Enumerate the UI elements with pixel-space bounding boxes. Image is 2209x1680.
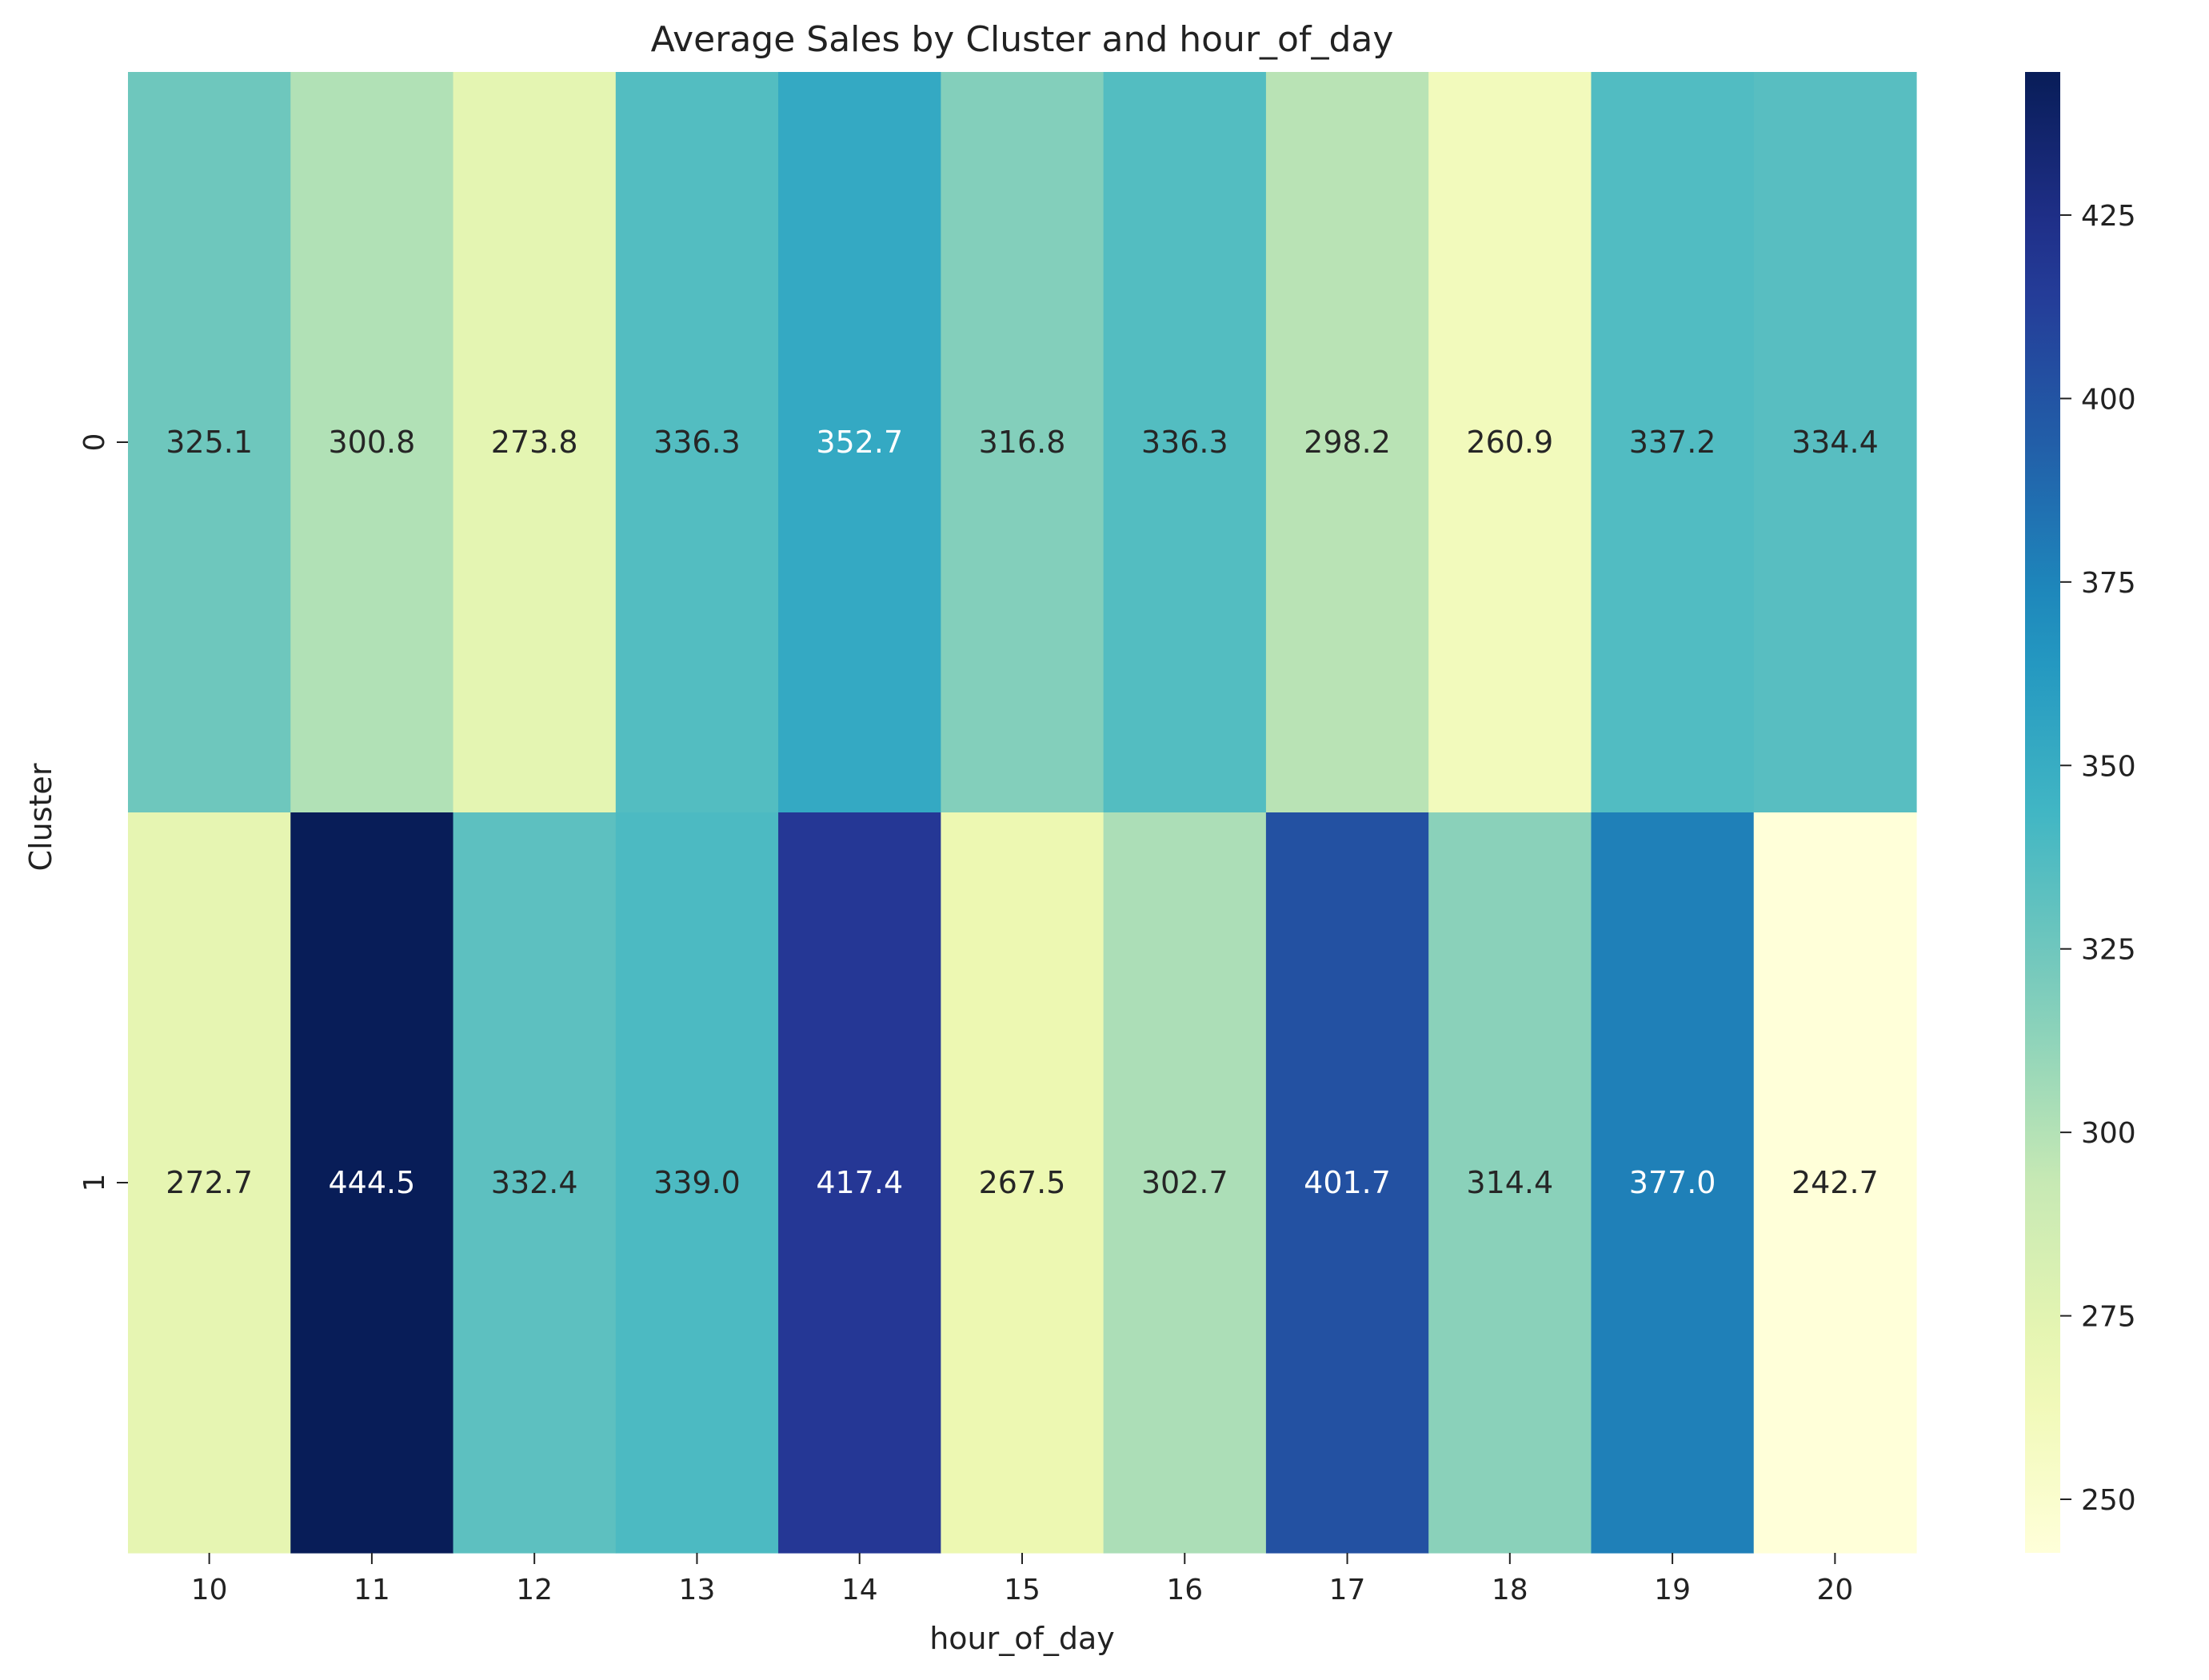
heatmap-cell-r0-c16 — [1103, 72, 1267, 813]
colorbar-tick-label: 350 — [2081, 750, 2136, 783]
heatmap-cell-value-label: 302.7 — [1141, 1165, 1228, 1200]
colorbar: 250 275 300 325 350 375 400 425 — [2025, 72, 2136, 1553]
heatmap-cell-value-label: 273.8 — [491, 425, 578, 460]
heatmap-cell-r1-c16 — [1103, 812, 1267, 1554]
x-tick-label: 10 — [191, 1574, 228, 1606]
colorbar-tick-label: 375 — [2081, 567, 2136, 600]
heatmap-cell-r1-c20 — [1753, 812, 1917, 1554]
colorbar-gradient — [2025, 72, 2060, 1553]
colorbar-tick-label: 300 — [2081, 1117, 2136, 1150]
x-tick-label: 14 — [841, 1574, 878, 1606]
heatmap-cell-value-label: 339.0 — [653, 1165, 741, 1200]
heatmap-cell-r0-c14 — [778, 72, 941, 813]
heatmap-cell-value-label: 417.4 — [816, 1165, 903, 1200]
y-axis-label: Cluster — [23, 763, 58, 871]
heatmap-cell-value-label: 298.2 — [1304, 425, 1391, 460]
heatmap-cell-value-label: 325.1 — [166, 425, 253, 460]
heatmap-cell-value-label: 242.7 — [1792, 1165, 1879, 1200]
x-tick-label: 12 — [516, 1574, 553, 1606]
heatmap-cells — [128, 72, 1917, 1554]
heatmap-cell-value-label: 334.4 — [1792, 425, 1879, 460]
colorbar-tick-label: 400 — [2081, 383, 2136, 416]
heatmap-cell-value-label: 300.8 — [329, 425, 416, 460]
x-tick-label: 19 — [1654, 1574, 1691, 1606]
colorbar-tick-label: 425 — [2081, 200, 2136, 233]
x-tick-label: 15 — [1004, 1574, 1041, 1606]
heatmap-cell-r0-c13 — [615, 72, 779, 813]
heatmap-cell-value-label: 337.2 — [1629, 425, 1716, 460]
heatmap-cell-r1-c12 — [453, 812, 617, 1554]
heatmap-cell-r1-c14 — [778, 812, 941, 1554]
y-axis: 01 — [78, 433, 128, 1192]
heatmap-cell-value-label: 272.7 — [166, 1165, 253, 1200]
heatmap-cell-r1-c11 — [290, 812, 454, 1554]
heatmap-cell-value-label: 444.5 — [329, 1165, 416, 1200]
heatmap-cell-r1-c13 — [615, 812, 779, 1554]
colorbar-tick-label: 325 — [2081, 934, 2136, 967]
x-axis-label: hour_of_day — [929, 1621, 1115, 1656]
colorbar-tick-label: 275 — [2081, 1301, 2136, 1334]
heatmap-cell-r0-c11 — [290, 72, 454, 813]
heatmap-cell-r1-c18 — [1428, 812, 1592, 1554]
heatmap-cell-r0-c15 — [941, 72, 1104, 813]
heatmap-cell-value-label: 336.3 — [1141, 425, 1228, 460]
heatmap-cell-r1-c15 — [941, 812, 1104, 1554]
heatmap-cell-r0-c20 — [1753, 72, 1917, 813]
colorbar-tick-label: 250 — [2081, 1484, 2136, 1517]
chart-title: Average Sales by Cluster and hour_of_day — [651, 19, 1394, 60]
x-tick-label: 20 — [1816, 1574, 1853, 1606]
heatmap-cell-value-label: 352.7 — [816, 425, 903, 460]
y-tick-label: 0 — [78, 433, 111, 452]
x-tick-label: 11 — [354, 1574, 390, 1606]
heatmap-cell-r0-c12 — [453, 72, 617, 813]
heatmap-cell-r0-c17 — [1265, 72, 1429, 813]
heatmap-cell-value-label: 332.4 — [491, 1165, 578, 1200]
x-tick-label: 17 — [1329, 1574, 1366, 1606]
heatmap-cell-r0-c19 — [1591, 72, 1755, 813]
heatmap-cell-labels: 325.1 300.8 273.8 336.3 352.7 316.8 336.3 298.2… — [166, 425, 1879, 1200]
x-tick-label: 18 — [1492, 1574, 1528, 1606]
heatmap-cell-r1-c17 — [1265, 812, 1429, 1554]
heatmap-cell-value-label: 336.3 — [653, 425, 741, 460]
y-tick-label: 1 — [78, 1174, 111, 1192]
heatmap-cell-r1-c19 — [1591, 812, 1755, 1554]
x-axis: 10 11 12 13 14 15 16 17 18 19 20 — [191, 1553, 1853, 1606]
heatmap-cell-value-label: 401.7 — [1304, 1165, 1391, 1200]
heatmap-cell-r1-c10 — [128, 812, 291, 1554]
x-tick-label: 16 — [1166, 1574, 1203, 1606]
heatmap-cell-value-label: 377.0 — [1629, 1165, 1716, 1200]
heatmap-cell-r0-c10 — [128, 72, 291, 813]
heatmap-cell-r0-c18 — [1428, 72, 1592, 813]
heatmap-cell-value-label: 260.9 — [1466, 425, 1553, 460]
heatmap-cell-value-label: 316.8 — [979, 425, 1066, 460]
x-tick-label: 13 — [679, 1574, 716, 1606]
heatmap-cell-value-label: 314.4 — [1466, 1165, 1553, 1200]
heatmap-cell-value-label: 267.5 — [979, 1165, 1066, 1200]
